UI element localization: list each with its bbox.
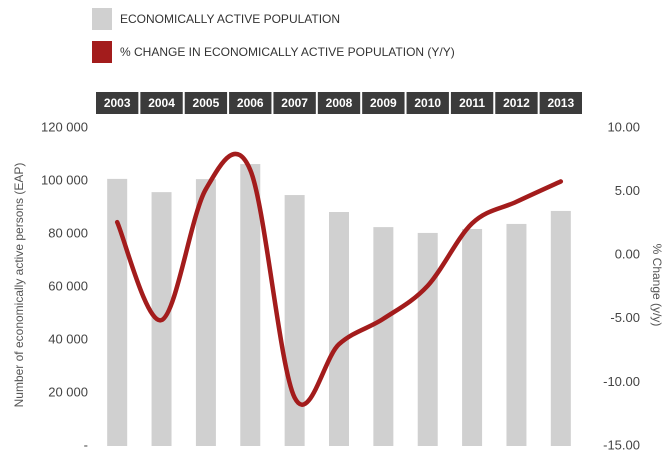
y-tick-label: 80 000 bbox=[48, 225, 88, 240]
bar bbox=[462, 228, 483, 446]
year-label: 2010 bbox=[414, 96, 441, 110]
y2-axis-title: % Change (y/y) bbox=[650, 244, 664, 327]
y2-tick-label: 10.00 bbox=[607, 119, 640, 134]
bar bbox=[240, 164, 261, 447]
y-tick-label: - bbox=[84, 437, 88, 452]
year-label: 2004 bbox=[148, 96, 175, 110]
bar bbox=[417, 232, 438, 446]
year-box bbox=[495, 92, 538, 114]
year-box bbox=[96, 92, 139, 114]
year-label: 2005 bbox=[193, 96, 220, 110]
bar bbox=[107, 178, 128, 446]
year-box bbox=[229, 92, 272, 114]
bar bbox=[550, 210, 571, 446]
year-box bbox=[273, 92, 316, 114]
legend-swatch bbox=[92, 8, 112, 30]
y-tick-label: 20 000 bbox=[48, 384, 88, 399]
legend-label: ECONOMICALLY ACTIVE POPULATION bbox=[120, 12, 340, 26]
y2-tick-label: -15.00 bbox=[603, 437, 640, 452]
y2-tick-label: 0.00 bbox=[615, 247, 640, 262]
year-box bbox=[406, 92, 449, 114]
year-label: 2006 bbox=[237, 96, 264, 110]
year-label: 2009 bbox=[370, 96, 397, 110]
year-label: 2013 bbox=[547, 96, 574, 110]
bar bbox=[373, 227, 394, 446]
y-tick-label: 100 000 bbox=[41, 172, 88, 187]
y-tick-label: 120 000 bbox=[41, 119, 88, 134]
y2-tick-label: -5.00 bbox=[610, 310, 640, 325]
year-box bbox=[450, 92, 494, 114]
legend-label: % CHANGE IN ECONOMICALLY ACTIVE POPULATI… bbox=[120, 45, 455, 59]
year-label: 2008 bbox=[326, 96, 353, 110]
year-label: 2012 bbox=[503, 96, 530, 110]
legend-swatch bbox=[92, 41, 112, 63]
year-box bbox=[184, 92, 228, 114]
bar bbox=[329, 212, 349, 446]
year-box bbox=[362, 92, 405, 114]
year-label: 2007 bbox=[281, 96, 308, 110]
year-box bbox=[317, 92, 361, 114]
bar bbox=[284, 195, 305, 446]
y2-tick-label: 5.00 bbox=[615, 183, 640, 198]
year-label: 2003 bbox=[104, 96, 131, 110]
year-box bbox=[140, 92, 183, 114]
y-tick-label: 40 000 bbox=[48, 331, 88, 346]
y-tick-label: 60 000 bbox=[48, 278, 88, 293]
year-label: 2011 bbox=[459, 96, 485, 110]
bar bbox=[506, 223, 527, 446]
y2-tick-label: -10.00 bbox=[603, 374, 640, 389]
year-box bbox=[539, 92, 582, 114]
bar bbox=[195, 179, 216, 446]
y-axis-title: Number of economically active persons (E… bbox=[12, 163, 26, 408]
line bbox=[114, 151, 564, 407]
